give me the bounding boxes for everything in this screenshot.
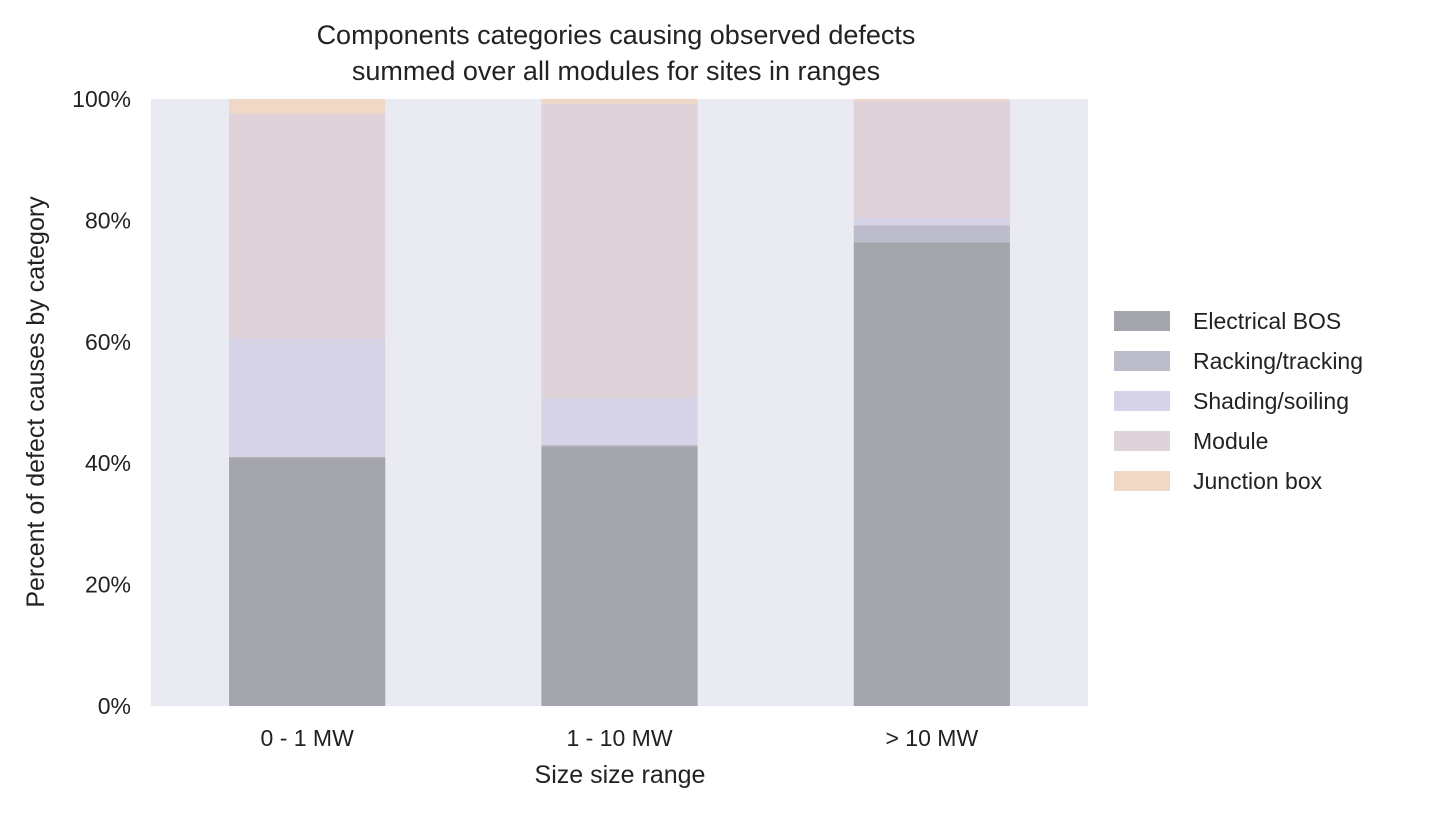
bar-junction-box-1: [541, 99, 698, 104]
bar-shading-soiling-0: [229, 338, 386, 458]
legend-swatch: [1114, 311, 1170, 331]
bar-racking-tracking-2: [853, 225, 1010, 243]
x-axis-label: Size size range: [535, 761, 706, 789]
bar-module-2: [853, 100, 1010, 218]
legend-label: Electrical BOS: [1193, 308, 1341, 334]
bar-module-1: [541, 103, 698, 399]
y-tick-label: 60%: [85, 329, 131, 355]
legend-label: Junction box: [1193, 468, 1323, 494]
legend: Electrical BOS Racking/tracking Shading/so…: [1114, 308, 1363, 494]
legend-swatch: [1114, 351, 1170, 371]
legend-swatch: [1114, 471, 1170, 491]
bar-shading-soiling-2: [853, 217, 1010, 226]
y-tick-label: 100%: [72, 86, 131, 112]
bar-module-0: [229, 113, 386, 339]
legend-label: Shading/soiling: [1193, 388, 1349, 414]
y-tick-label: 80%: [85, 207, 131, 233]
legend-label: Module: [1193, 428, 1268, 454]
y-axis-label: Percent of defect causes by category: [22, 196, 50, 608]
chart-title-line-2: summed over all modules for sites in ran…: [352, 56, 880, 86]
bar-electrical-bos-0: [229, 457, 386, 706]
x-tick-label: 0 - 1 MW: [261, 725, 355, 751]
bar-junction-box-2: [853, 99, 1010, 101]
bar-racking-tracking-1: [541, 444, 698, 447]
y-tick-label: 0%: [98, 693, 131, 719]
y-tick-label: 20%: [85, 572, 131, 598]
x-tick-label: 1 - 10 MW: [566, 725, 672, 751]
bar-electrical-bos-1: [541, 446, 698, 706]
legend-swatch: [1114, 391, 1170, 411]
x-tick-label: > 10 MW: [885, 725, 978, 751]
legend-swatch: [1114, 431, 1170, 451]
bar-junction-box-0: [229, 99, 386, 114]
bar-electrical-bos-2: [853, 242, 1010, 706]
chart-title-line-1: Components categories causing observed d…: [317, 20, 916, 50]
legend-label: Racking/tracking: [1193, 348, 1363, 374]
y-tick-label: 40%: [85, 450, 131, 476]
bar-shading-soiling-1: [541, 398, 698, 445]
